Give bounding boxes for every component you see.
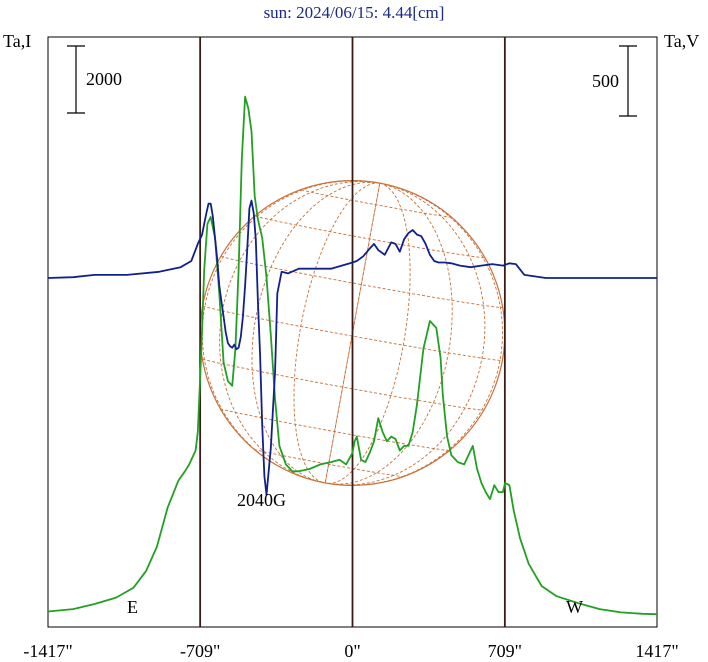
- intensity-scale-bar: 2000: [67, 45, 122, 114]
- series-layer: [47, 95, 658, 616]
- x-tick-label: 709": [488, 641, 522, 661]
- longitude-line: [327, 182, 411, 484]
- longitude-line: [331, 182, 486, 486]
- field-annotation: 2040G: [237, 490, 286, 510]
- west-label: W: [566, 597, 583, 617]
- x-tick-label: -1417": [23, 641, 72, 661]
- stokes-i-series-line: [47, 95, 658, 616]
- longitude-line: [251, 181, 380, 483]
- x-axis-ticks: -1417" -709" 0" 709" 1417": [23, 641, 678, 661]
- east-label: E: [127, 597, 138, 617]
- right-axis-label: Ta,V: [664, 31, 699, 51]
- longitude-line: [219, 181, 380, 482]
- x-tick-label: 0": [344, 641, 360, 661]
- left-axis-label: Ta,I: [3, 31, 31, 51]
- latitude-line: [220, 255, 503, 308]
- polarization-scale-bar: 500: [592, 45, 637, 117]
- longitude-line: [201, 180, 380, 478]
- longitude-line: [293, 182, 380, 483]
- x-tick-label: -709": [180, 641, 220, 661]
- x-tick-label: 1417": [635, 641, 678, 661]
- longitude-line: [348, 182, 503, 486]
- limb-lines: [199, 37, 506, 627]
- polarization-scale-label: 500: [592, 71, 619, 91]
- chart-title: sun: 2024/06/15: 4.44[cm]: [264, 3, 445, 22]
- longitude-line: [330, 182, 453, 485]
- intensity-scale-label: 2000: [86, 69, 122, 89]
- stokes-v-series-line: [47, 199, 657, 496]
